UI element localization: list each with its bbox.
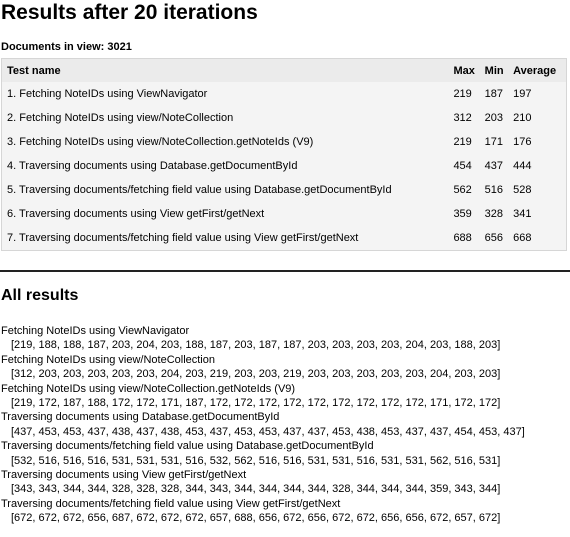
table-row: 6. Traversing documents using View getFi… bbox=[2, 202, 567, 226]
min-cell: 516 bbox=[484, 184, 504, 196]
max-cell: 312 bbox=[453, 112, 472, 124]
list-item: Fetching NoteIDs using ViewNavigator [21… bbox=[1, 324, 525, 353]
max-cell: 688 bbox=[453, 232, 472, 244]
min-cell: 656 bbox=[484, 232, 504, 244]
iteration-values: [437, 453, 453, 437, 438, 437, 438, 453,… bbox=[11, 425, 525, 438]
table-row: 5. Traversing documents/fetching field v… bbox=[2, 178, 567, 202]
max-cell: 219 bbox=[453, 136, 472, 148]
table-header-row: Test name Max Min Average bbox=[1, 58, 567, 82]
list-item: Traversing documents/fetching field valu… bbox=[1, 497, 525, 526]
max-cell: 219 bbox=[453, 88, 472, 100]
list-item: Traversing documents using View getFirst… bbox=[1, 468, 525, 497]
column-header-min: Min bbox=[481, 58, 511, 82]
average-cell: 341 bbox=[513, 208, 532, 220]
test-name-cell: 6. Traversing documents using View getFi… bbox=[7, 208, 265, 220]
average-cell: 210 bbox=[513, 112, 532, 124]
min-cell: 187 bbox=[484, 88, 504, 100]
iteration-values: [532, 516, 516, 516, 531, 531, 531, 516,… bbox=[11, 454, 501, 467]
iteration-values: [672, 672, 672, 656, 687, 672, 672, 672,… bbox=[11, 512, 501, 525]
table-row: 2. Fetching NoteIDs using view/NoteColle… bbox=[2, 106, 567, 130]
test-name: Fetching NoteIDs using view/NoteCollecti… bbox=[1, 382, 296, 395]
average-cell: 668 bbox=[513, 232, 532, 244]
table-row: 3. Fetching NoteIDs using view/NoteColle… bbox=[2, 130, 567, 154]
test-name: Fetching NoteIDs using ViewNavigator bbox=[1, 325, 190, 337]
test-name: Traversing documents using Database.getD… bbox=[1, 411, 280, 424]
list-item: Fetching NoteIDs using view/NoteCollecti… bbox=[1, 353, 525, 382]
test-name-cell: 3. Fetching NoteIDs using view/NoteColle… bbox=[7, 136, 314, 148]
test-name: Traversing documents/fetching field valu… bbox=[1, 497, 341, 510]
test-name: Fetching NoteIDs using view/NoteCollecti… bbox=[1, 353, 215, 366]
results-summary-table: Test name Max Min Average 1. Fetching No… bbox=[1, 58, 567, 251]
test-name-cell: 4. Traversing documents using Database.g… bbox=[7, 160, 298, 172]
average-cell: 197 bbox=[513, 88, 532, 100]
test-name-cell: 1. Fetching NoteIDs using ViewNavigator bbox=[7, 88, 208, 100]
max-cell: 562 bbox=[453, 184, 472, 196]
max-cell: 359 bbox=[453, 208, 472, 220]
iteration-values: [343, 343, 344, 344, 328, 328, 328, 344,… bbox=[11, 483, 501, 496]
column-header-test-name: Test name bbox=[1, 58, 451, 82]
documents-in-view: Documents in view: 3021 bbox=[1, 41, 132, 53]
all-results-list: Fetching NoteIDs using ViewNavigator [21… bbox=[1, 324, 525, 526]
list-item: Traversing documents using Database.getD… bbox=[1, 410, 525, 439]
page-title: Results after 20 iterations bbox=[1, 1, 258, 24]
min-cell: 328 bbox=[484, 208, 504, 220]
average-cell: 176 bbox=[513, 136, 532, 148]
test-name-cell: 7. Traversing documents/fetching field v… bbox=[7, 232, 359, 244]
all-results-heading: All results bbox=[1, 287, 79, 304]
min-cell: 203 bbox=[484, 112, 504, 124]
iteration-values: [219, 172, 187, 188, 172, 172, 171, 187,… bbox=[11, 397, 501, 410]
average-cell: 528 bbox=[513, 184, 532, 196]
average-cell: 444 bbox=[513, 160, 532, 172]
iteration-values: [312, 203, 203, 203, 203, 203, 204, 203,… bbox=[11, 368, 501, 381]
min-cell: 437 bbox=[484, 160, 504, 172]
section-divider bbox=[0, 270, 570, 272]
max-cell: 454 bbox=[453, 160, 472, 172]
iteration-values: [219, 188, 188, 187, 203, 204, 203, 188,… bbox=[11, 339, 501, 352]
min-cell: 171 bbox=[484, 136, 504, 148]
table-row: 4. Traversing documents using Database.g… bbox=[2, 154, 567, 178]
test-name: Traversing documents using View getFirst… bbox=[1, 469, 247, 482]
table-row: 1. Fetching NoteIDs using ViewNavigator … bbox=[2, 82, 567, 106]
test-name-cell: 5. Traversing documents/fetching field v… bbox=[7, 184, 392, 196]
list-item: Traversing documents/fetching field valu… bbox=[1, 439, 525, 468]
column-header-max: Max bbox=[450, 58, 482, 82]
list-item: Fetching NoteIDs using view/NoteCollecti… bbox=[1, 382, 525, 411]
table-row: 7. Traversing documents/fetching field v… bbox=[2, 226, 567, 251]
test-name-cell: 2. Fetching NoteIDs using view/NoteColle… bbox=[7, 112, 234, 124]
test-name: Traversing documents/fetching field valu… bbox=[1, 440, 374, 453]
column-header-average: Average bbox=[510, 58, 567, 82]
